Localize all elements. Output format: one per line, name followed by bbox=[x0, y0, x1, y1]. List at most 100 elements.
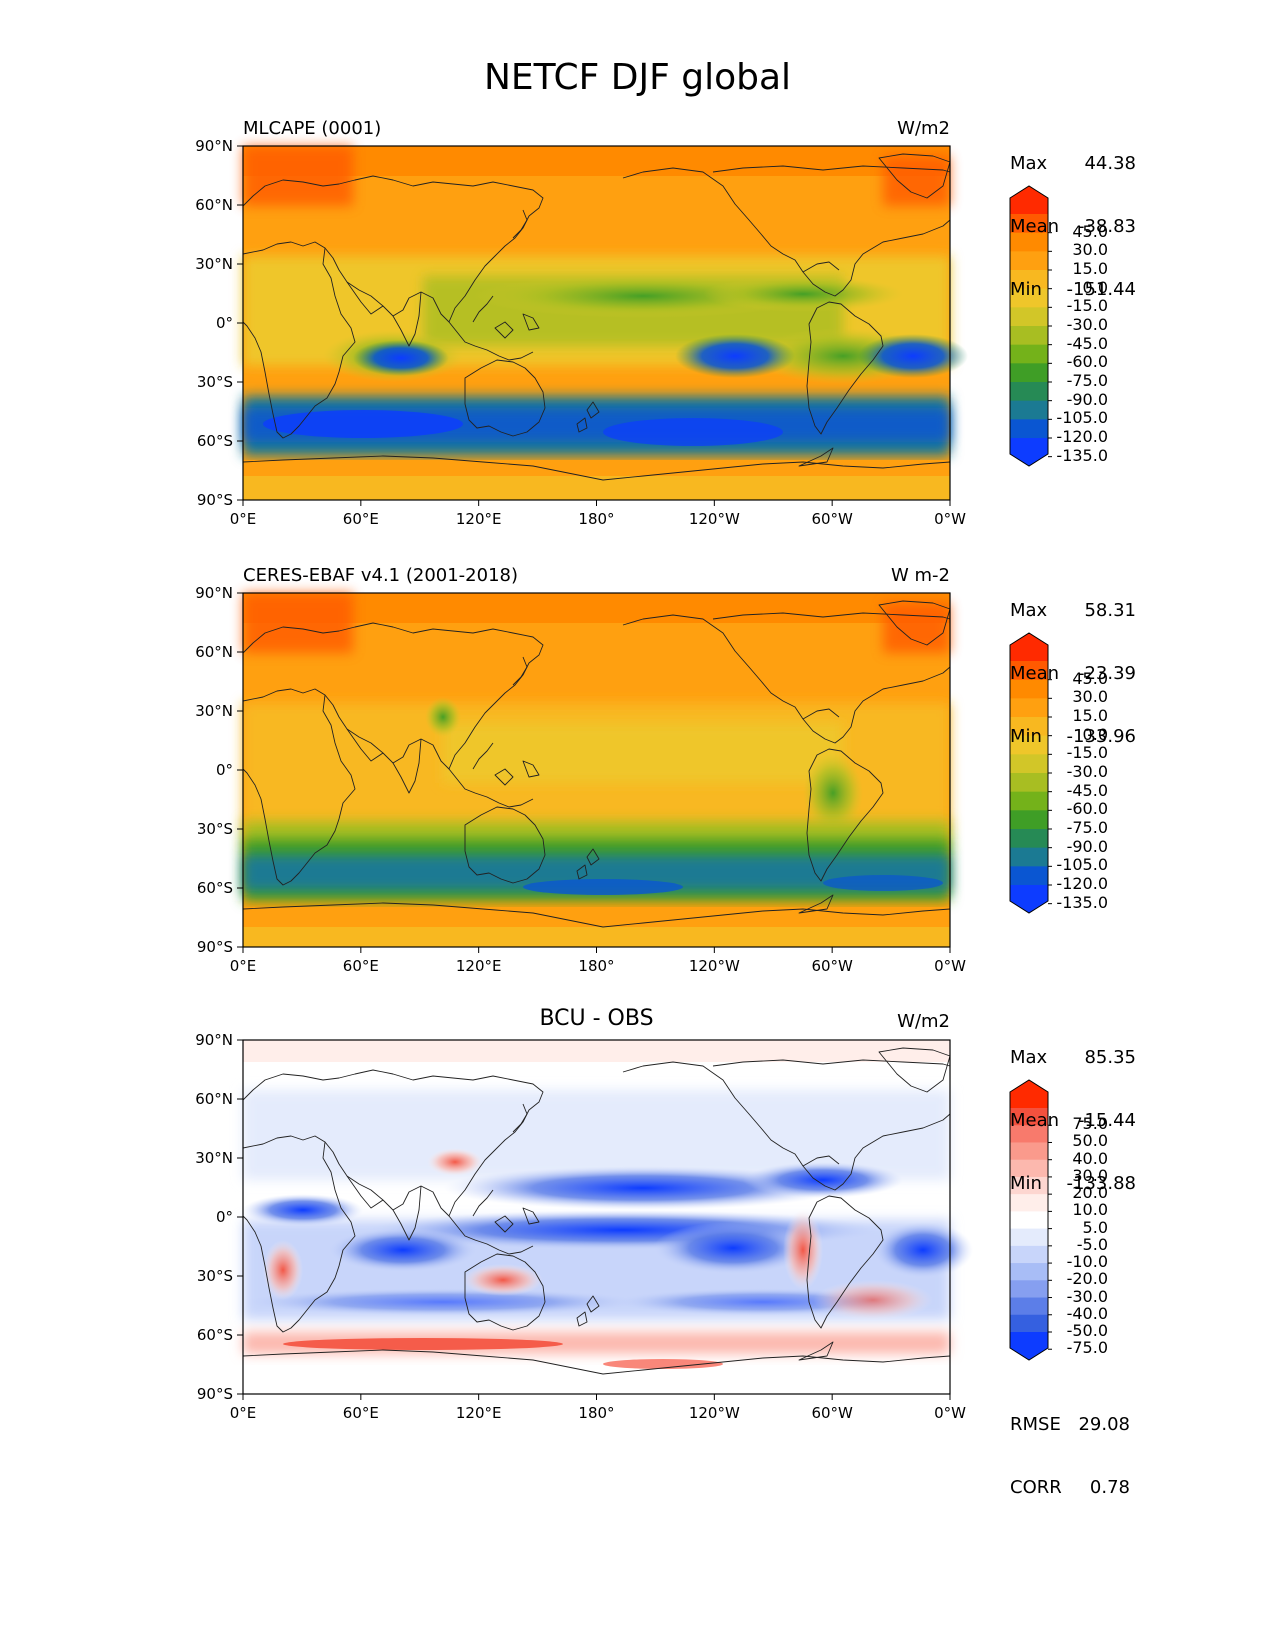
colorbar-tick-label: -45.0 bbox=[1066, 333, 1108, 353]
colorbar-tick-label: -50.0 bbox=[1066, 1321, 1108, 1340]
stat-mean-label: Mean bbox=[1010, 216, 1060, 237]
colorbar-segment bbox=[1010, 810, 1048, 830]
colorbar-outline bbox=[1009, 632, 1049, 914]
colorbar-segment bbox=[1010, 1280, 1048, 1299]
colorbar-tick-label: 75.0 bbox=[1072, 1114, 1108, 1134]
panel-2-left-title: CERES-EBAF v4.1 (2001-2018) bbox=[243, 565, 519, 586]
colorbar-segment bbox=[1010, 1125, 1048, 1143]
colorbar-tick-label: -90.0 bbox=[1066, 836, 1108, 856]
colorbar-segment bbox=[1010, 419, 1048, 439]
colorbar-segment bbox=[1010, 1228, 1048, 1247]
y-tick-label: 0° bbox=[215, 761, 233, 779]
x-tick-label: 120°E bbox=[455, 510, 502, 528]
colorbar-segment bbox=[1010, 1176, 1048, 1195]
x-tick-label: 120°W bbox=[688, 957, 740, 975]
y-tick-label: 90°N bbox=[195, 137, 233, 155]
colorbar-tick-label: -5.0 bbox=[1076, 1234, 1108, 1254]
y-tick-label: 90°N bbox=[195, 1031, 233, 1049]
colorbar-extend-min bbox=[1010, 1332, 1048, 1360]
colorbar-tick-label: -120.0 bbox=[1056, 427, 1108, 446]
colorbar-tick-label: 45.0 bbox=[1072, 668, 1108, 688]
stat-min-value: -151.44 bbox=[1066, 279, 1136, 300]
stat-min-label: Min bbox=[1010, 726, 1042, 747]
colorbar-tick-label: -135.0 bbox=[1056, 445, 1108, 465]
colorbar-extend-min bbox=[1010, 885, 1048, 913]
y-tick-label: 0° bbox=[215, 314, 233, 332]
panel-3 bbox=[242, 1039, 973, 1395]
colorbar-tick-label: -30.0 bbox=[1066, 315, 1108, 334]
colorbar-segment bbox=[1010, 363, 1048, 383]
colorbar-extend-max bbox=[1010, 633, 1048, 661]
x-tick-label: 180° bbox=[578, 957, 615, 975]
panel-3-stats: Max 85.35 Mean -15.44 Min -133.88 bbox=[1010, 1005, 1136, 1215]
colorbar-segment bbox=[1010, 344, 1048, 364]
colorbar-segment bbox=[1010, 307, 1048, 327]
colorbar-extend-min bbox=[1010, 438, 1048, 466]
colorbar-extend-max bbox=[1010, 186, 1048, 214]
colorbar-segment bbox=[1010, 1159, 1048, 1178]
panel-1 bbox=[242, 145, 968, 501]
colorbar-segment bbox=[1010, 717, 1048, 737]
colorbar-segment bbox=[1010, 232, 1048, 252]
colorbar-tick-label: 45.0 bbox=[1072, 221, 1108, 241]
x-tick-label: 180° bbox=[578, 510, 615, 528]
panel-1-stats: Max 44.38 Mean -38.83 Min -151.44 bbox=[1010, 111, 1136, 321]
stat-min-label: Min bbox=[1010, 1173, 1042, 1194]
colorbar-segment bbox=[1010, 679, 1048, 699]
colorbar-segment bbox=[1010, 1142, 1048, 1161]
stat-mean-label: Mean bbox=[1010, 1110, 1060, 1131]
colorbar-outline bbox=[1009, 1079, 1049, 1361]
y-tick-label: 60°N bbox=[195, 1090, 233, 1108]
y-tick-label: 30°N bbox=[195, 255, 233, 273]
panel-3-center-title: BCU - OBS bbox=[539, 1006, 654, 1031]
colorbar-tick-label: -60.0 bbox=[1066, 799, 1108, 819]
colorbar-segment bbox=[1010, 698, 1048, 718]
colorbar-segment bbox=[1010, 251, 1048, 271]
x-tick-label: 60°W bbox=[811, 957, 853, 975]
panel-3-metrics: RMSE 29.08 CORR 0.78 bbox=[1010, 1372, 1130, 1519]
colorbar-segment bbox=[1010, 400, 1048, 420]
colorbar-segment bbox=[1010, 773, 1048, 793]
x-tick-label: 60°W bbox=[811, 1404, 853, 1422]
colorbar-tick-label: -75.0 bbox=[1066, 818, 1108, 837]
colorbar-tick-label: -20.0 bbox=[1066, 1269, 1108, 1289]
x-tick-label: 120°E bbox=[455, 957, 502, 975]
colorbar-segment bbox=[1010, 1263, 1048, 1281]
stat-mean-value: -23.39 bbox=[1077, 663, 1136, 684]
colorbar-tick-label: -120.0 bbox=[1056, 874, 1108, 893]
colorbar-tick-label: -10.0 bbox=[1066, 1252, 1108, 1272]
panel-1-left-title: MLCAPE (0001) bbox=[243, 118, 382, 139]
stat-min-value: -133.88 bbox=[1066, 1173, 1136, 1194]
x-tick-label: 0°W bbox=[934, 1404, 966, 1422]
y-tick-label: 60°S bbox=[196, 1326, 233, 1344]
rmse-label: RMSE bbox=[1010, 1414, 1061, 1435]
colorbar-tick-label: -135.0 bbox=[1056, 892, 1108, 912]
colorbar-tick-label: -105.0 bbox=[1056, 408, 1108, 428]
colorbar-segment bbox=[1010, 866, 1048, 886]
colorbar-tick-label: 5.0 bbox=[1082, 1217, 1108, 1237]
colorbar-tick-label: 15.0 bbox=[1072, 706, 1108, 725]
y-tick-label: 30°S bbox=[196, 1267, 233, 1285]
y-tick-label: 60°N bbox=[195, 643, 233, 661]
colorbar-segment bbox=[1010, 1211, 1048, 1230]
colorbar-segment bbox=[1010, 829, 1048, 849]
x-tick-label: 120°W bbox=[688, 510, 740, 528]
x-tick-label: 0°E bbox=[229, 957, 257, 975]
colorbar-tick-label: -90.0 bbox=[1066, 389, 1108, 409]
y-tick-label: 90°S bbox=[196, 491, 233, 509]
y-tick-label: 90°S bbox=[196, 938, 233, 956]
stat-max-label: Max bbox=[1010, 153, 1048, 174]
x-tick-label: 60°E bbox=[342, 957, 379, 975]
colorbar-segment bbox=[1010, 735, 1048, 755]
colorbar-segment bbox=[1010, 1314, 1048, 1333]
stat-mean-value: -38.83 bbox=[1077, 216, 1136, 237]
colorbar-tick-label: 0.0 bbox=[1082, 277, 1108, 297]
colorbar-tick-label: -15.0 bbox=[1066, 296, 1108, 316]
panel-2-stats: Max 58.31 Mean -23.39 Min -133.96 bbox=[1010, 558, 1136, 768]
stat-min-value: -133.96 bbox=[1066, 726, 1136, 747]
colorbar-tick-label: 50.0 bbox=[1072, 1131, 1108, 1151]
colorbar-tick-label: 15.0 bbox=[1072, 259, 1108, 278]
colorbar-segment bbox=[1010, 270, 1048, 290]
colorbar-segment bbox=[1010, 1108, 1048, 1126]
